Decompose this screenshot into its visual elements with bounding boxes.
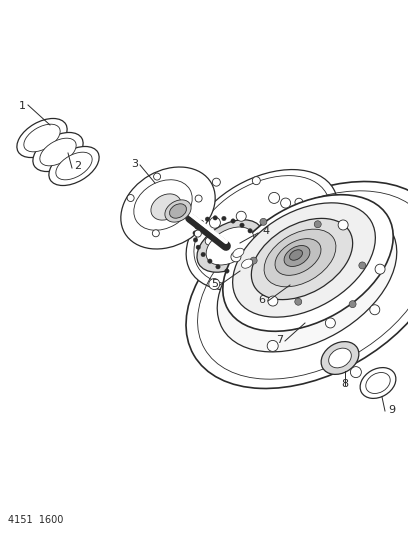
Text: 5: 5 [211, 279, 219, 289]
Text: 2: 2 [74, 161, 81, 171]
Circle shape [193, 231, 197, 235]
Circle shape [248, 229, 252, 233]
Ellipse shape [151, 194, 181, 220]
Circle shape [325, 318, 335, 328]
Circle shape [349, 301, 356, 308]
Ellipse shape [217, 208, 397, 352]
Circle shape [240, 223, 244, 228]
Circle shape [252, 176, 260, 184]
Ellipse shape [40, 138, 76, 166]
Circle shape [267, 341, 278, 351]
Text: 9: 9 [388, 405, 395, 415]
Circle shape [196, 245, 200, 249]
Circle shape [261, 263, 265, 267]
Circle shape [281, 198, 290, 208]
Ellipse shape [206, 227, 254, 265]
Circle shape [314, 221, 321, 228]
Circle shape [259, 243, 264, 247]
Ellipse shape [165, 200, 191, 222]
Circle shape [194, 230, 201, 237]
Circle shape [352, 219, 363, 230]
Circle shape [236, 211, 246, 221]
Circle shape [263, 257, 267, 261]
Circle shape [216, 264, 220, 269]
Ellipse shape [17, 118, 67, 158]
Circle shape [375, 264, 385, 274]
Circle shape [194, 202, 202, 210]
Ellipse shape [360, 368, 396, 398]
Circle shape [193, 238, 198, 242]
Ellipse shape [170, 204, 186, 218]
Circle shape [208, 259, 212, 263]
Circle shape [250, 271, 255, 275]
Circle shape [209, 279, 220, 289]
Circle shape [243, 272, 247, 276]
Text: 4151  1600: 4151 1600 [8, 515, 63, 525]
Circle shape [231, 219, 235, 223]
Ellipse shape [233, 203, 375, 317]
Ellipse shape [329, 348, 351, 368]
Circle shape [231, 252, 241, 262]
Text: 3: 3 [131, 159, 138, 169]
Circle shape [234, 271, 238, 276]
Ellipse shape [290, 250, 302, 260]
Circle shape [242, 267, 249, 275]
Circle shape [359, 262, 366, 269]
Circle shape [225, 269, 229, 273]
Circle shape [199, 220, 204, 224]
Ellipse shape [186, 169, 338, 290]
Circle shape [260, 219, 267, 225]
Circle shape [370, 305, 380, 315]
Circle shape [152, 230, 160, 237]
Circle shape [205, 217, 210, 221]
Circle shape [268, 192, 279, 204]
Circle shape [295, 298, 302, 305]
Ellipse shape [49, 147, 99, 185]
Ellipse shape [33, 133, 83, 172]
Circle shape [153, 173, 161, 180]
Circle shape [262, 250, 267, 254]
Circle shape [195, 195, 202, 202]
Ellipse shape [242, 259, 253, 268]
Circle shape [213, 216, 217, 220]
Circle shape [320, 233, 328, 241]
Circle shape [295, 198, 303, 206]
Circle shape [195, 225, 199, 229]
Ellipse shape [275, 239, 321, 276]
Ellipse shape [24, 124, 60, 152]
Circle shape [257, 268, 261, 272]
Ellipse shape [233, 248, 244, 257]
Circle shape [338, 220, 348, 230]
Circle shape [285, 278, 293, 286]
Ellipse shape [264, 229, 336, 287]
Ellipse shape [366, 373, 390, 393]
Text: 8: 8 [341, 379, 348, 389]
Circle shape [127, 195, 134, 201]
Ellipse shape [284, 246, 310, 266]
Ellipse shape [223, 195, 393, 332]
Ellipse shape [197, 220, 263, 272]
Ellipse shape [321, 342, 359, 374]
Circle shape [250, 257, 257, 264]
Circle shape [222, 216, 226, 221]
Ellipse shape [251, 219, 353, 300]
Ellipse shape [134, 180, 192, 230]
Text: 1: 1 [18, 101, 25, 111]
Text: 7: 7 [277, 335, 284, 345]
Text: 4: 4 [262, 226, 269, 236]
Text: 6: 6 [259, 295, 266, 305]
Circle shape [212, 178, 220, 186]
Circle shape [255, 235, 259, 240]
Ellipse shape [56, 152, 92, 180]
Ellipse shape [186, 182, 408, 389]
Circle shape [205, 237, 213, 245]
Ellipse shape [121, 167, 215, 249]
Circle shape [201, 252, 205, 257]
Circle shape [317, 264, 324, 272]
Circle shape [209, 217, 220, 228]
Circle shape [350, 367, 361, 377]
Circle shape [268, 296, 278, 306]
